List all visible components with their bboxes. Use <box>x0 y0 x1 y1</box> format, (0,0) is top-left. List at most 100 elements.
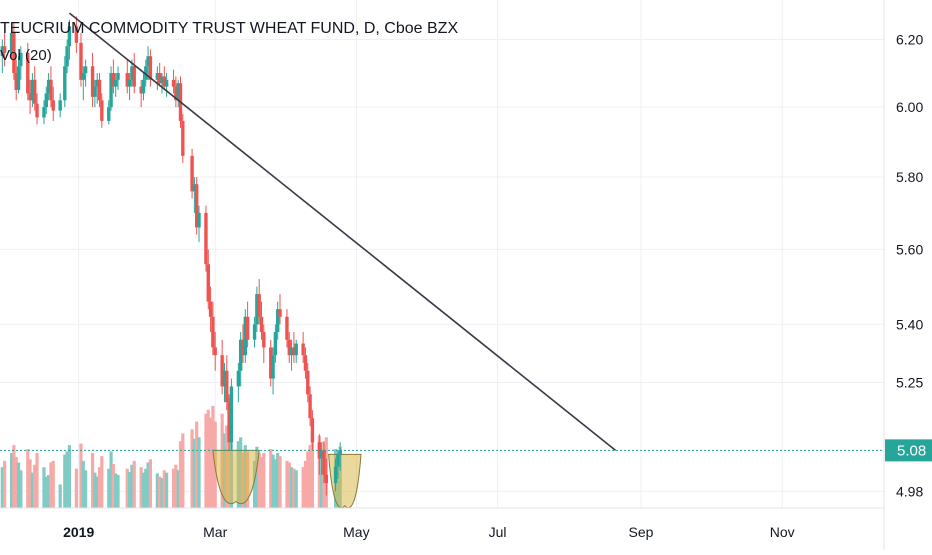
volume-bar <box>44 476 48 508</box>
candle-body <box>160 76 164 84</box>
volume-bar <box>206 409 210 508</box>
volume-bar <box>26 449 30 508</box>
candle-body <box>35 103 39 118</box>
y-tick-label: 6.00 <box>896 99 923 115</box>
candle-body <box>227 402 231 443</box>
candle-body <box>278 309 282 317</box>
volume-bar <box>289 467 294 508</box>
x-tick-label: Jul <box>489 524 507 540</box>
candle-body <box>46 79 51 94</box>
volume-bar <box>174 464 178 508</box>
candle-body <box>197 212 201 228</box>
chart-title: TEUCRIUM COMMODITY TRUST WHEAT FUND, D, … <box>0 20 459 37</box>
volume-bar <box>171 468 176 508</box>
grid-lines <box>0 0 884 508</box>
y-tick-label: 5.80 <box>896 169 923 185</box>
last-price-label: 5.08 <box>897 442 926 459</box>
volume-bar <box>97 467 102 508</box>
volume-bar <box>278 456 282 508</box>
legend: TEUCRIUM COMMODITY TRUST WHEAT FUND, D, … <box>0 19 458 66</box>
candle-body <box>275 309 280 333</box>
volume-bar <box>144 468 148 508</box>
candle-body <box>338 450 342 455</box>
candle-body <box>28 93 32 101</box>
bowl-highlight <box>212 449 260 504</box>
candle-body <box>16 66 21 91</box>
candle-body <box>269 347 273 379</box>
candle-body <box>164 79 169 87</box>
candle-body <box>255 294 259 325</box>
candle-body <box>74 26 79 43</box>
volume-bar <box>208 417 213 508</box>
volume-bar <box>176 470 180 508</box>
volume-bar <box>255 446 259 508</box>
candle-body <box>79 42 83 80</box>
candle-body <box>95 79 99 87</box>
candle-body <box>208 301 213 317</box>
volume-indicator-label[interactable]: Vol (20) <box>0 47 52 64</box>
candle-body <box>125 73 129 87</box>
volume-bar <box>197 437 201 508</box>
volume-bar <box>12 445 16 508</box>
volume-bar <box>158 476 162 508</box>
candle-body <box>190 155 194 192</box>
x-tick-label: Mar <box>203 524 227 540</box>
volume-bar <box>93 472 97 508</box>
last-price-tag <box>885 439 932 462</box>
candle-body <box>211 316 215 348</box>
y-tick-label: 6.20 <box>896 32 923 48</box>
candle-body <box>144 66 148 80</box>
candle-body <box>2 46 7 53</box>
candle-body <box>157 73 162 84</box>
x-tick-label: 2019 <box>63 524 94 540</box>
candle-body <box>30 79 35 101</box>
volume-bar <box>100 456 104 508</box>
candle-body <box>287 339 291 356</box>
overlays <box>0 12 884 451</box>
candle-body <box>141 79 146 94</box>
candle-body <box>0 46 5 57</box>
candle-body <box>317 442 322 459</box>
volume-bar <box>271 454 275 508</box>
candle-body <box>132 66 136 87</box>
candle-body <box>162 76 167 87</box>
volume-bar <box>35 453 39 508</box>
volume-bar <box>130 464 134 508</box>
volume-bar <box>148 459 153 508</box>
candle-body <box>174 86 178 101</box>
candle-body <box>81 73 86 80</box>
volume-bar <box>285 460 289 508</box>
volume-bar <box>63 454 67 508</box>
candle-body <box>303 355 308 371</box>
volume-bar <box>28 459 32 508</box>
volume-bar <box>192 438 196 508</box>
volume-bar <box>262 453 266 508</box>
candle-body <box>9 32 14 53</box>
candle-body <box>324 474 328 484</box>
candlesticks <box>0 16 342 496</box>
candle-body <box>14 73 18 91</box>
volume-bar <box>95 476 99 508</box>
candle-body <box>42 107 46 118</box>
volume-bar <box>310 438 315 508</box>
volume-bar <box>287 462 291 508</box>
volume-bar <box>146 462 150 508</box>
volume-bar <box>74 468 78 508</box>
volume-bar <box>51 460 55 508</box>
volume-bar <box>114 473 118 508</box>
candle-body <box>58 100 62 111</box>
volume-bar <box>139 467 143 508</box>
volume-bar <box>65 451 69 508</box>
volume-bar <box>190 429 194 508</box>
volume-bar <box>160 478 164 508</box>
candle-body <box>90 66 95 97</box>
candle-body <box>236 370 241 387</box>
candle-body <box>49 79 53 101</box>
volume-bar <box>181 433 185 508</box>
volume-bar <box>111 464 115 508</box>
candle-body <box>181 120 185 156</box>
candle-body <box>171 79 176 87</box>
candle-body <box>310 418 315 443</box>
